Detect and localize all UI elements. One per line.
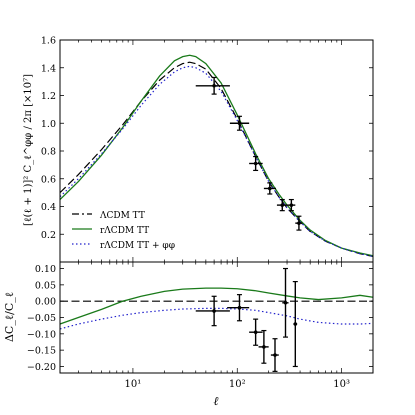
top-y-ticks: 0.2 0.4 0.6 0.8 1.0 1.2 1.4 1.6 <box>41 36 373 241</box>
data-point <box>267 186 272 191</box>
data-point <box>237 305 242 310</box>
x-tick-label: 10¹ <box>125 379 142 390</box>
y-tick-label: 0.8 <box>41 147 56 158</box>
bottom-y-axis-label: ΔC_ℓ/C_ℓ <box>3 292 16 342</box>
legend-label-rlcdm: rΛCDM TT <box>100 226 149 236</box>
legend-label-rlcdm-phiphi: rΛCDM TT + φφ <box>100 241 175 251</box>
y-tick-label: 1.6 <box>41 36 56 47</box>
data-point <box>212 83 216 88</box>
series-line-1 <box>59 287 374 325</box>
y-tick-label: 0.6 <box>41 174 56 185</box>
data-point <box>297 221 301 225</box>
y-tick-label: 0.4 <box>41 202 56 213</box>
data-point <box>253 330 258 334</box>
data-point <box>262 345 266 349</box>
data-point <box>253 161 258 166</box>
bottom-panel: 0.100.050.00−0.05−0.10−0.15−0.20 10¹ 10² 1… <box>3 261 374 408</box>
series-line-1 <box>59 54 374 257</box>
bottom-y-ticks: 0.10 0.05 0.00 −0.05 −0.10 −0.15 −0.20 <box>27 264 373 373</box>
y-tick-label: 0.05 <box>35 280 56 291</box>
data-point <box>237 121 242 126</box>
bottom-x-ticks: 10¹ 10² 10³ <box>59 262 374 390</box>
top-panel: 0.2 0.4 0.6 0.8 1.0 1.2 1.4 1.6 [ℓ(ℓ + 1)]² C_ℓ… <box>23 36 374 263</box>
bottom-plot-area <box>59 267 374 372</box>
x-tick-label: 10² <box>229 379 246 390</box>
y-tick-label: 1.2 <box>41 91 56 102</box>
top-y-axis-label: [ℓ(ℓ + 1)]² C_ℓ^φφ / 2π [×10⁷] <box>23 74 34 226</box>
series-line-2 <box>59 307 374 330</box>
y-tick-label: 1.4 <box>41 63 56 74</box>
data-point <box>293 322 298 326</box>
y-tick-label: −0.10 <box>27 329 56 340</box>
y-tick-label: −0.05 <box>27 313 56 324</box>
y-tick-label: 0.10 <box>35 264 56 275</box>
x-tick-label: 10³ <box>333 379 350 390</box>
y-tick-label: −0.15 <box>27 346 56 357</box>
y-tick-label: 0.00 <box>35 297 56 308</box>
x-axis-label: ℓ <box>214 394 219 408</box>
top-x-ticks <box>59 40 374 262</box>
legend-label-lcdm: ΛCDM TT <box>99 211 145 221</box>
data-point <box>280 203 285 207</box>
legend: ΛCDM TT rΛCDM TT rΛCDM TT + φφ <box>72 211 175 251</box>
data-point <box>289 203 294 207</box>
series-line-2 <box>59 65 374 258</box>
data-point <box>273 353 277 357</box>
data-point <box>212 309 216 313</box>
y-tick-label: −0.20 <box>27 362 56 373</box>
data-point <box>283 301 288 305</box>
top-plot-area <box>59 54 374 258</box>
y-tick-label: 0.2 <box>41 230 56 241</box>
y-tick-label: 1.0 <box>41 119 56 130</box>
